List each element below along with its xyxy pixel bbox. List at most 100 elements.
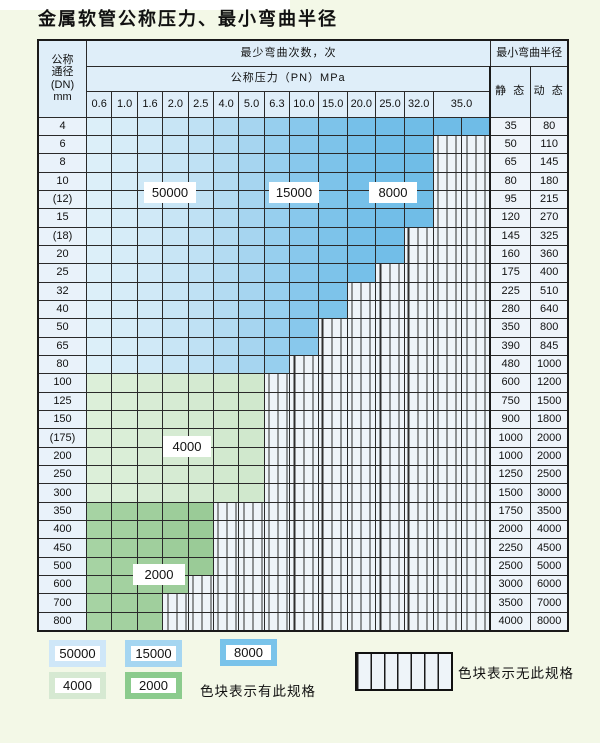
spec-cell	[317, 153, 348, 173]
spec-cell	[111, 538, 138, 558]
dn-cell: (12)	[37, 189, 87, 210]
spec-cell	[289, 263, 319, 283]
no-spec-cell	[461, 354, 491, 375]
dynamic-radius-cell: 1000	[529, 354, 569, 375]
static-radius-cell: 95	[489, 189, 531, 210]
spec-cell	[162, 336, 189, 356]
dynamic-radius-cell: 270	[529, 208, 569, 228]
spec-cell	[162, 153, 189, 173]
spec-cell	[85, 501, 113, 522]
region-label-8000: 8000	[369, 182, 417, 203]
no-spec-cell	[289, 409, 319, 430]
no-spec-cell	[346, 520, 377, 540]
spec-cell	[136, 428, 164, 448]
no-spec-cell	[289, 556, 319, 577]
no-spec-cell	[403, 428, 434, 448]
spec-cell	[212, 281, 240, 301]
pressure-tick-5.0: 5.0	[238, 90, 265, 118]
no-spec-cell	[403, 373, 434, 393]
spec-cell	[187, 538, 214, 558]
spec-cell	[85, 446, 113, 467]
dn-cell: 300	[37, 483, 87, 503]
spec-cell	[85, 318, 113, 338]
legend-swatch-15000: 15000	[125, 640, 182, 667]
no-spec-cell	[162, 593, 189, 613]
table-row-dn-150: 150 900 1800	[37, 409, 569, 430]
no-spec-cell	[289, 520, 319, 540]
no-spec-cell	[432, 226, 463, 246]
spec-cell	[238, 409, 265, 430]
no-spec-cell	[263, 483, 291, 503]
spec-cell	[263, 134, 291, 155]
static-radius-cell: 3000	[489, 575, 531, 595]
table-row-dn-300: 300 1500 3000	[37, 483, 569, 503]
table-row-dn-100: 100 600 1200	[37, 373, 569, 393]
spec-cell	[263, 336, 291, 356]
no-spec-cell	[403, 520, 434, 540]
no-spec-cell	[346, 593, 377, 613]
no-spec-cell	[403, 318, 434, 338]
static-radius-cell: 750	[489, 391, 531, 412]
spec-cell	[111, 520, 138, 540]
no-spec-cell	[432, 373, 463, 393]
spec-cell	[187, 483, 214, 503]
no-spec-cell	[403, 281, 434, 301]
no-spec-cell	[432, 244, 463, 265]
no-spec-cell	[212, 501, 240, 522]
static-radius-cell: 35	[489, 116, 531, 136]
spec-cell	[85, 153, 113, 173]
spec-cell	[111, 244, 138, 265]
no-spec-cell	[432, 556, 463, 577]
spec-cell	[187, 226, 214, 246]
dynamic-radius-cell: 325	[529, 226, 569, 246]
spec-cell	[85, 373, 113, 393]
no-spec-cell	[432, 189, 463, 210]
spec-cell	[85, 556, 113, 577]
spec-cell	[375, 208, 405, 228]
table-row-dn-(18): (18) 145 325	[37, 226, 569, 246]
no-spec-cell	[461, 226, 491, 246]
spec-cell	[403, 208, 434, 228]
no-spec-cell	[317, 354, 348, 375]
static-radius-cell: 2250	[489, 538, 531, 558]
spec-cell	[238, 354, 265, 375]
no-spec-cell	[238, 575, 265, 595]
dn-cell: 25	[37, 263, 87, 283]
spec-cell	[212, 153, 240, 173]
no-spec-cell	[263, 501, 291, 522]
spec-cell	[85, 263, 113, 283]
spec-cell	[317, 299, 348, 320]
no-spec-cell	[461, 244, 491, 265]
spec-cell	[162, 373, 189, 393]
table-row-dn-65: 65 390 845	[37, 336, 569, 356]
spec-cell	[212, 134, 240, 155]
no-spec-cell	[403, 501, 434, 522]
no-spec-cell	[375, 575, 405, 595]
table-row-dn-40: 40 280 640	[37, 299, 569, 320]
spec-cell	[162, 409, 189, 430]
spec-cell	[238, 336, 265, 356]
spec-cell	[263, 263, 291, 283]
spec-cell	[111, 281, 138, 301]
spec-cell	[238, 189, 265, 210]
no-spec-cell	[432, 446, 463, 467]
spec-cell	[85, 409, 113, 430]
spec-cell	[238, 391, 265, 412]
spec-cell	[289, 299, 319, 320]
spec-cell	[111, 556, 138, 577]
spec-cell	[212, 226, 240, 246]
spec-cell	[111, 336, 138, 356]
no-spec-cell	[346, 611, 377, 632]
spec-cell	[461, 116, 491, 136]
spec-cell	[85, 575, 113, 595]
no-spec-cell	[346, 556, 377, 577]
dn-cell: 50	[37, 318, 87, 338]
spec-cell	[346, 226, 377, 246]
dynamic-radius-cell: 845	[529, 336, 569, 356]
pressure-tick-4.0: 4.0	[212, 90, 240, 118]
no-spec-cell	[432, 171, 463, 191]
spec-cell	[111, 354, 138, 375]
spec-table: 公称 通径 (DN) mm 最少弯曲次数，次 最小弯曲半径 公称压力（PN）MPa 静 态动 …	[37, 39, 570, 632]
region-label-50000: 50000	[144, 182, 196, 203]
table-row-dn-80: 80 480 1000	[37, 354, 569, 375]
